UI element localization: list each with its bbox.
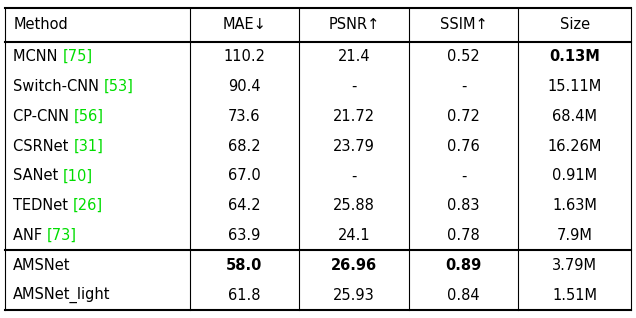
Text: 68.4M: 68.4M [552, 109, 597, 124]
Text: 63.9: 63.9 [228, 228, 261, 243]
Text: 110.2: 110.2 [223, 49, 265, 64]
Text: -: - [351, 79, 357, 94]
Text: CSRNet: CSRNet [13, 139, 73, 154]
Text: 24.1: 24.1 [338, 228, 370, 243]
Text: 0.52: 0.52 [447, 49, 480, 64]
Text: 61.8: 61.8 [228, 288, 261, 303]
Text: 21.4: 21.4 [338, 49, 370, 64]
Text: [73]: [73] [47, 228, 77, 243]
Text: 0.13M: 0.13M [549, 49, 600, 64]
Text: 58.0: 58.0 [226, 258, 263, 273]
Text: -: - [351, 168, 357, 183]
Text: Size: Size [560, 17, 590, 32]
Text: 0.84: 0.84 [447, 288, 480, 303]
Text: 23.79: 23.79 [333, 139, 375, 154]
Text: Method: Method [13, 17, 68, 32]
Text: 90.4: 90.4 [228, 79, 261, 94]
Text: AMSNet_light: AMSNet_light [13, 287, 111, 303]
Text: 21.72: 21.72 [333, 109, 375, 124]
Text: 64.2: 64.2 [228, 198, 261, 213]
Text: 0.83: 0.83 [447, 198, 480, 213]
Text: 73.6: 73.6 [228, 109, 261, 124]
Text: 0.91M: 0.91M [552, 168, 597, 183]
Text: MAE↓: MAE↓ [223, 17, 266, 32]
Text: 0.76: 0.76 [447, 139, 480, 154]
Text: 0.78: 0.78 [447, 228, 480, 243]
Text: TEDNet: TEDNet [13, 198, 73, 213]
Text: [10]: [10] [63, 168, 93, 183]
Text: SANet: SANet [13, 168, 63, 183]
Text: 68.2: 68.2 [228, 139, 261, 154]
Text: 16.26M: 16.26M [548, 139, 602, 154]
Text: 15.11M: 15.11M [548, 79, 602, 94]
Text: PSNR↑: PSNR↑ [328, 17, 380, 32]
Text: 0.72: 0.72 [447, 109, 480, 124]
Text: 7.9M: 7.9M [556, 228, 593, 243]
Text: 1.63M: 1.63M [552, 198, 597, 213]
Text: ANF: ANF [13, 228, 47, 243]
Text: AMSNet: AMSNet [13, 258, 71, 273]
Text: SSIM↑: SSIM↑ [439, 17, 487, 32]
Text: 0.89: 0.89 [445, 258, 481, 273]
Text: 3.79M: 3.79M [552, 258, 597, 273]
Text: Switch-CNN: Switch-CNN [13, 79, 104, 94]
Text: MCNN: MCNN [13, 49, 62, 64]
Text: [56]: [56] [74, 109, 104, 124]
Text: [26]: [26] [73, 198, 103, 213]
Text: 67.0: 67.0 [228, 168, 261, 183]
Text: [53]: [53] [104, 79, 134, 94]
Text: 25.88: 25.88 [333, 198, 375, 213]
Text: -: - [461, 79, 466, 94]
Text: 1.51M: 1.51M [552, 288, 597, 303]
Text: 26.96: 26.96 [331, 258, 377, 273]
Text: [31]: [31] [73, 139, 103, 154]
Text: -: - [461, 168, 466, 183]
Text: CP-CNN: CP-CNN [13, 109, 74, 124]
Text: 25.93: 25.93 [333, 288, 375, 303]
Text: [75]: [75] [62, 49, 93, 64]
